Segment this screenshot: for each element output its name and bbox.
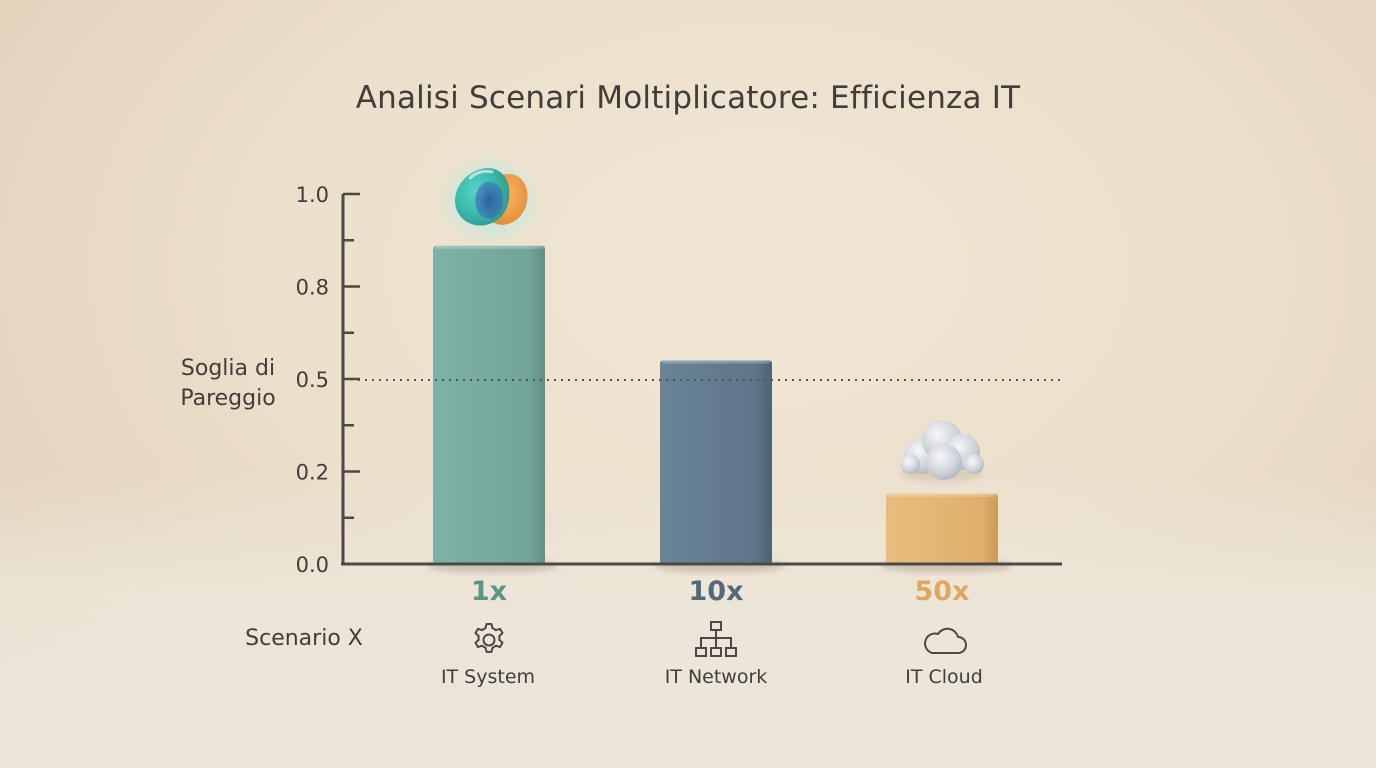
network-icon <box>695 621 737 657</box>
x-axis-label: Scenario X <box>245 626 363 651</box>
y-tick-label: 0.8 <box>296 276 329 300</box>
bar-highlight <box>662 360 770 364</box>
glass-blob-icon <box>446 162 534 238</box>
y-tick-label: 0.0 <box>296 553 329 577</box>
chart-title: Analisi Scenari Moltiplicatore: Efficien… <box>355 80 1021 116</box>
y-axis-label: Soglia di Pareggio <box>180 356 276 411</box>
bar-50x <box>886 493 998 564</box>
category-name-it-network: IT Network <box>664 666 768 688</box>
category-name-it-cloud: IT Cloud <box>905 666 983 688</box>
bar-highlight <box>888 493 996 497</box>
category-label-1x: 1x <box>471 576 507 607</box>
bar-1x <box>433 245 545 565</box>
cloud-icon <box>924 627 967 654</box>
category-name-it-system: IT System <box>440 666 536 688</box>
category-label-50x: 50x <box>915 576 970 607</box>
y-tick-label: 0.5 <box>296 368 329 392</box>
bar-10x <box>660 360 772 564</box>
bar-highlight <box>435 245 543 249</box>
category-label-10x: 10x <box>689 576 744 607</box>
y-tick-label: 0.2 <box>296 461 329 485</box>
gear-icon <box>474 623 504 653</box>
y-tick-label: 1.0 <box>296 183 329 207</box>
cloud-sculpture-icon <box>900 420 984 482</box>
